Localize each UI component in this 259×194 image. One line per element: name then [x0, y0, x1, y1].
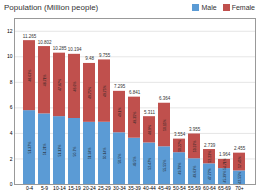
- svg-text:50.14%: 50.14%: [103, 147, 107, 159]
- svg-text:49.5%: 49.5%: [133, 156, 137, 166]
- svg-text:50.5%: 50.5%: [118, 154, 122, 164]
- svg-text:6.364: 6.364: [159, 96, 171, 101]
- svg-text:49.75%: 49.75%: [103, 85, 107, 97]
- svg-text:1.964: 1.964: [219, 152, 231, 157]
- svg-text:2: 2: [10, 156, 13, 162]
- svg-text:0: 0: [10, 181, 13, 187]
- svg-text:7.295: 7.295: [114, 84, 126, 89]
- svg-text:3.554: 3.554: [174, 132, 186, 137]
- svg-text:48.6%: 48.6%: [73, 81, 77, 91]
- svg-text:54.71%: 54.71%: [223, 158, 227, 170]
- svg-text:6: 6: [10, 104, 13, 110]
- svg-text:25-29: 25-29: [98, 185, 111, 191]
- svg-text:6.841: 6.841: [129, 90, 141, 95]
- svg-text:10.285: 10.285: [53, 46, 67, 51]
- svg-text:5-9: 5-9: [41, 185, 48, 191]
- svg-text:47.77%: 47.77%: [208, 168, 212, 180]
- svg-text:10.194: 10.194: [68, 47, 82, 52]
- svg-text:48.71%: 48.71%: [43, 74, 47, 86]
- svg-text:0-4: 0-4: [26, 185, 33, 191]
- svg-text:4: 4: [10, 130, 13, 136]
- svg-text:2.455: 2.455: [234, 146, 246, 151]
- svg-text:51.13%: 51.13%: [58, 145, 62, 157]
- svg-text:40-44: 40-44: [143, 185, 156, 191]
- svg-text:49.79%: 49.79%: [178, 163, 182, 175]
- svg-text:47.87%: 47.87%: [58, 79, 62, 91]
- svg-text:12: 12: [7, 28, 13, 34]
- svg-text:52.47%: 52.47%: [148, 158, 152, 170]
- svg-text:8: 8: [10, 79, 13, 85]
- svg-text:11.265: 11.265: [23, 34, 37, 39]
- svg-text:35-39: 35-39: [128, 185, 141, 191]
- svg-text:50.7%: 50.7%: [73, 147, 77, 157]
- svg-text:9.755: 9.755: [99, 53, 111, 58]
- svg-text:60-64: 60-64: [203, 185, 216, 191]
- svg-text:10: 10: [7, 53, 13, 59]
- svg-text:10.802: 10.802: [38, 40, 52, 45]
- svg-text:3.955: 3.955: [189, 127, 201, 132]
- svg-text:57.45%: 57.45%: [238, 156, 242, 168]
- svg-text:48.63%: 48.63%: [28, 70, 32, 82]
- svg-text:50.27%: 50.27%: [178, 140, 182, 152]
- svg-text:50.37%: 50.37%: [193, 140, 197, 152]
- svg-text:10-14: 10-14: [53, 185, 66, 191]
- html-text:Female: Female: [231, 3, 255, 11]
- svg-text:49.1%: 49.1%: [118, 107, 122, 117]
- svg-text:20-24: 20-24: [83, 185, 96, 191]
- svg-text:48.9%: 48.9%: [148, 125, 152, 135]
- svg-text:50-54: 50-54: [173, 185, 186, 191]
- svg-text:55-59: 55-59: [188, 185, 201, 191]
- html-text:Population (Million people): Population (Million people): [4, 2, 99, 12]
- svg-text:50.15%: 50.15%: [163, 119, 167, 131]
- svg-text:51.37%: 51.37%: [28, 142, 32, 154]
- svg-text:2.739: 2.739: [204, 143, 216, 148]
- svg-text:51.34%: 51.34%: [88, 147, 92, 159]
- svg-text:51.21%: 51.21%: [43, 143, 47, 155]
- svg-text:30-34: 30-34: [113, 185, 126, 191]
- svg-text:5.311: 5.311: [144, 110, 155, 115]
- svg-text:65-69: 65-69: [218, 185, 231, 191]
- svg-text:9.48: 9.48: [85, 56, 94, 61]
- svg-text:49.75%: 49.75%: [88, 87, 92, 99]
- svg-text:70+: 70+: [235, 185, 244, 191]
- svg-text:49.63%: 49.63%: [193, 166, 197, 178]
- svg-text:42.55%: 42.55%: [238, 172, 242, 184]
- svg-text:52.23%: 52.23%: [208, 151, 212, 163]
- svg-text:49.35%: 49.35%: [133, 112, 137, 124]
- svg-text:15-19: 15-19: [68, 185, 81, 191]
- svg-text:45-49: 45-49: [158, 185, 171, 191]
- html-text:Male: Male: [201, 3, 217, 11]
- svg-text:55.55%: 55.55%: [163, 160, 167, 172]
- svg-text:45.39%: 45.39%: [223, 171, 227, 183]
